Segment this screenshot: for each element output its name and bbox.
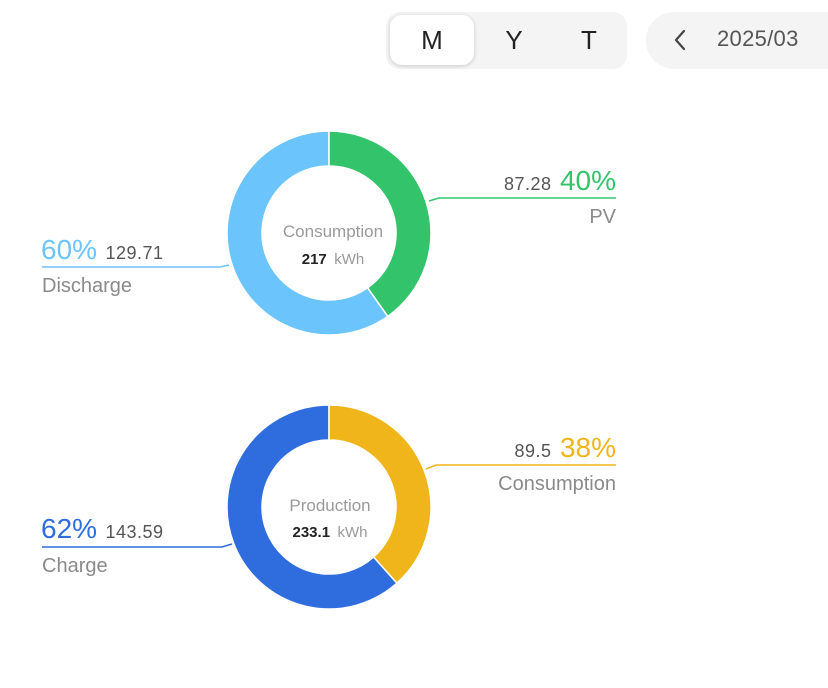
leader-line-pv [428,197,616,202]
discharge-name: Discharge [42,275,133,297]
center-total: 217 kWh [302,251,364,268]
consumption-name: Consumption [498,473,616,495]
consumption-percent: 38% [559,432,616,463]
pv-value-label: 87.28 40% [504,165,616,197]
donut-slice-charge[interactable] [226,404,399,610]
pv-value: 87.28 [503,174,552,194]
center-total: 233.1 kWh [293,524,368,541]
leader-line-consumption [425,464,616,470]
center-unit: kWh [338,524,368,541]
discharge-value: 129.71 [105,243,164,263]
charge-value-label: 62% 143.59 [41,513,164,545]
center-value: 217 [302,251,327,268]
center-label: Production [289,496,370,515]
current-date: 2025/03 [717,26,799,51]
donut-slice-discharge[interactable] [226,130,389,336]
pv-name: PV [589,206,616,228]
date-navigator: 2025/03 [646,12,828,69]
charge-percent: 62% [41,513,98,544]
leader-line-charge [42,543,233,548]
donut-slice-pv[interactable] [328,130,432,318]
production-donut: Production 233.1 kWh [42,404,616,610]
chevron-left-icon[interactable] [662,21,698,59]
discharge-percent: 60% [41,234,98,265]
charge-value: 143.59 [105,522,164,542]
consumption-value: 89.5 [514,441,552,461]
period-year-button[interactable]: Y [505,24,523,55]
period-total-button[interactable]: T [581,24,597,55]
leader-line-discharge [42,264,230,268]
center-unit: kWh [334,251,364,268]
center-value: 233.1 [293,524,331,541]
pv-percent: 40% [559,165,616,196]
donut-slice-consumption[interactable] [328,404,432,585]
period-month-button[interactable]: M [390,15,474,65]
discharge-value-label: 60% 129.71 [41,234,164,266]
charge-name: Charge [42,555,108,577]
consumption-value-label: 89.5 38% [514,432,616,464]
period-selector: M Y T [386,12,627,69]
center-label: Consumption [283,222,383,241]
consumption-donut: Consumption 217 kWh [42,130,616,336]
